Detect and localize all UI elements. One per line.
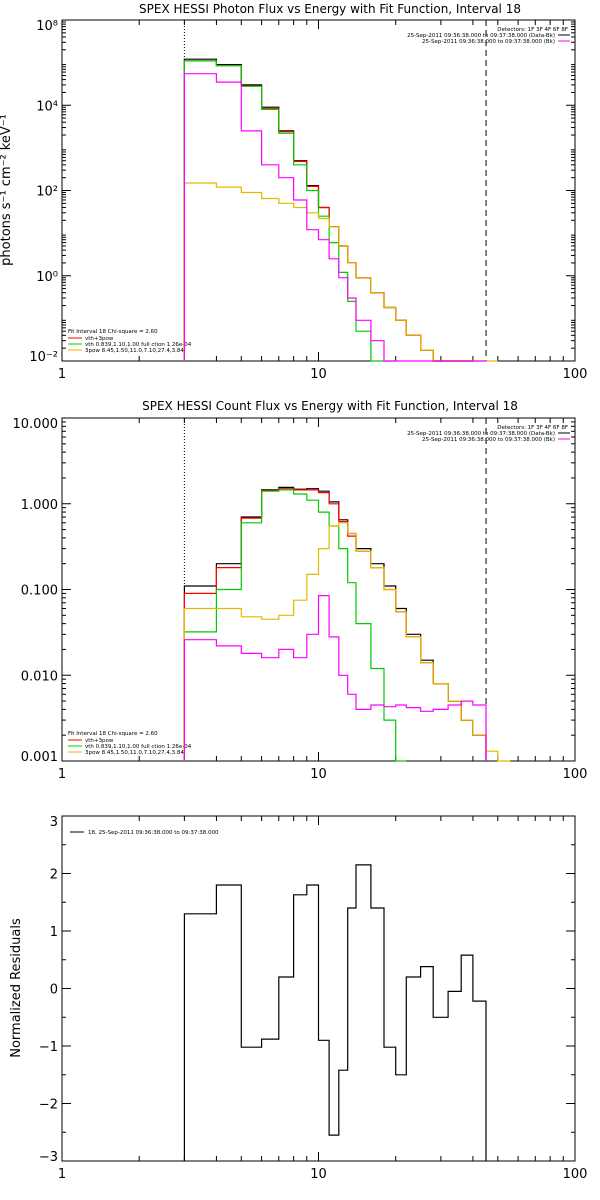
- legend-data-bk: 25-Sep-2011 09:36:38.000 to 09:37:38.000…: [407, 33, 555, 39]
- y-tick-label: −1: [39, 1040, 58, 1055]
- legend-residuals: 18, 25-Sep-2011 09:36:38.000 to 09:37:38…: [88, 830, 219, 836]
- x-tick-label: 100: [563, 367, 588, 382]
- x-tick-label: 100: [563, 1167, 588, 1182]
- y-tick-label: 0: [50, 983, 58, 998]
- x-tick-label: 10: [310, 1167, 327, 1182]
- series-line-vth: [183, 489, 407, 762]
- y-tick-label: 10⁻²: [29, 350, 58, 365]
- y-tick-label: 3: [50, 815, 58, 830]
- legend-vth: vth 0.839,1.10,1.00 full ction 1.26e-04: [85, 744, 192, 750]
- series-line-vth-3pow: [183, 60, 473, 362]
- series-line-bk: [183, 595, 487, 761]
- photon-flux-panel: SPEX HESSI Photon Flux vs Energy with Fi…: [0, 2, 587, 382]
- x-tick-label: 10: [310, 767, 327, 782]
- legend-3pow: 3pow 8.45,1.50,11.0,7.10,27.4,3.84: [85, 348, 184, 354]
- y-tick-label: 2: [50, 868, 58, 883]
- series-line-18-25-sep-2011-09-36-38-000-to-09-37-38-000: [183, 864, 487, 1161]
- legend-detectors: Detectors: 1F 3F 4F 6F 8F: [497, 425, 568, 431]
- legend-bk: 25-Sep-2011 09:36:38.000 to 09:37:38.000…: [422, 39, 555, 45]
- y-tick-label: 1: [50, 925, 58, 940]
- legend-bk: 25-Sep-2011 09:36:38.000 to 09:37:38.000…: [422, 437, 555, 443]
- series-line-vth-3pow: [183, 488, 487, 761]
- series-line-vth: [183, 60, 396, 362]
- y-tick-label: −3: [39, 1150, 58, 1165]
- y-tick-label: −2: [39, 1098, 58, 1113]
- legend-fit-interval: Fit Interval 18 Chi-square = 2.60: [68, 731, 158, 737]
- y-tick-label: 1.000: [21, 498, 58, 513]
- legend-vth: vth 0.839,1.10,1.00 full ction 1.26e-04: [85, 342, 192, 348]
- y-tick-label: 10⁸: [36, 19, 58, 34]
- series-line-3pow: [183, 522, 511, 762]
- chart-title: SPEX HESSI Photon Flux vs Energy with Fi…: [139, 2, 521, 16]
- x-tick-label: 100: [563, 767, 588, 782]
- x-tick-label: 1: [58, 767, 66, 782]
- y-tick-label: 10.000: [13, 417, 59, 432]
- series-line-bk: [183, 73, 486, 362]
- y-tick-label: 10⁰: [36, 270, 58, 285]
- legend-fit-interval: Fit Interval 18 Chi-square = 2.60: [68, 329, 158, 335]
- y-tick-label: 0.100: [21, 584, 58, 599]
- legend-3pow: 3pow 8.45,1.50,11.0,7.10,27.4,3.84: [85, 750, 184, 756]
- chart-title: SPEX HESSI Count Flux vs Energy with Fit…: [142, 399, 518, 413]
- x-tick-label: 1: [58, 1167, 66, 1182]
- y-axis-label: Normalized Residuals: [9, 918, 24, 1058]
- residuals-panel: Normalized Residuals 18, 25-Sep-2011 09:…: [9, 815, 587, 1182]
- y-tick-label: 0.001: [21, 750, 58, 765]
- y-axis-label: photons s⁻¹ cm⁻² keV⁻¹: [0, 114, 14, 266]
- count-flux-panel: SPEX HESSI Count Flux vs Energy with Fit…: [13, 399, 588, 782]
- legend-data-bk: 25-Sep-2011 09:36:38.000 to 09:37:38.000…: [407, 431, 555, 437]
- series-line-data-bk: [183, 486, 487, 761]
- legend-detectors: Detectors: 1F 3F 4F 6F 8F: [497, 27, 568, 33]
- x-tick-label: 1: [58, 367, 66, 382]
- y-tick-label: 0.010: [21, 669, 58, 684]
- legend-total: vth+3pow: [85, 336, 114, 342]
- legend-total: vth+3pow: [85, 738, 114, 744]
- y-tick-label: 10⁴: [36, 99, 58, 114]
- series-line-3pow: [183, 182, 498, 362]
- plot-frame: [61, 417, 576, 762]
- y-tick-label: 10²: [36, 185, 58, 200]
- x-tick-label: 10: [310, 367, 327, 382]
